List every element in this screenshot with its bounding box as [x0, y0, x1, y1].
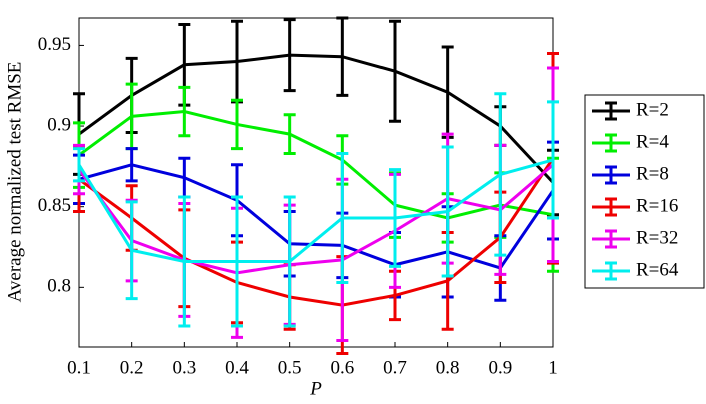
series-line	[78, 110, 554, 220]
x-tick-label: 1	[548, 357, 558, 378]
error-bar	[283, 18, 296, 93]
y-tick-label: 0.9	[47, 114, 71, 135]
legend-label: R=32	[636, 227, 678, 248]
y-tick-label: 0.95	[38, 34, 71, 55]
error-bar	[336, 151, 349, 284]
error-bar	[178, 195, 191, 328]
legend-label: R=4	[636, 131, 669, 152]
series-line	[78, 157, 555, 307]
legend-box	[584, 94, 705, 289]
x-tick-label: 0.8	[436, 357, 460, 378]
legend-swatch	[592, 133, 630, 153]
y-tick-label: 0.85	[38, 195, 71, 216]
x-axis-label: P	[309, 378, 322, 399]
legend-swatch	[592, 197, 630, 217]
error-bar	[283, 195, 296, 328]
legend-label: R=64	[636, 259, 679, 280]
x-tick-label: 0.1	[67, 357, 91, 378]
legend-label: R=16	[636, 195, 678, 216]
legend-swatch	[592, 165, 630, 185]
error-bar	[494, 92, 507, 257]
error-bar	[389, 19, 401, 123]
x-tick-label: 0.9	[488, 357, 512, 378]
legend-swatch	[592, 261, 630, 281]
error-bar	[125, 200, 138, 301]
x-tick-label: 0.2	[120, 357, 144, 378]
error-bar	[231, 98, 243, 151]
legend-swatch	[592, 229, 630, 249]
error-bar	[231, 195, 243, 328]
y-axis-label: Average normalized test RMSE	[4, 62, 25, 303]
error-bar	[441, 145, 454, 278]
error-bar	[336, 16, 349, 97]
error-bar	[73, 147, 85, 183]
series-line	[77, 163, 554, 275]
x-tick-label: 0.7	[383, 357, 407, 378]
y-tick-label: 0.8	[47, 276, 71, 297]
error-bar	[441, 45, 454, 139]
error-bar	[178, 85, 191, 138]
error-bar	[125, 147, 138, 183]
error-bar	[389, 168, 401, 268]
error-bar	[283, 113, 296, 155]
x-tick-label: 0.4	[225, 357, 249, 378]
series-line	[77, 158, 554, 264]
legend-label: R=8	[636, 163, 669, 184]
x-tick-label: 0.3	[172, 357, 196, 378]
legend-label: R=2	[636, 99, 669, 120]
x-tick-label: 0.5	[278, 357, 302, 378]
series-line	[78, 53, 555, 184]
error-bar	[547, 100, 559, 220]
legend-swatch	[592, 101, 630, 121]
plot-frame	[78, 17, 554, 348]
x-tick-label: 0.6	[330, 357, 354, 378]
